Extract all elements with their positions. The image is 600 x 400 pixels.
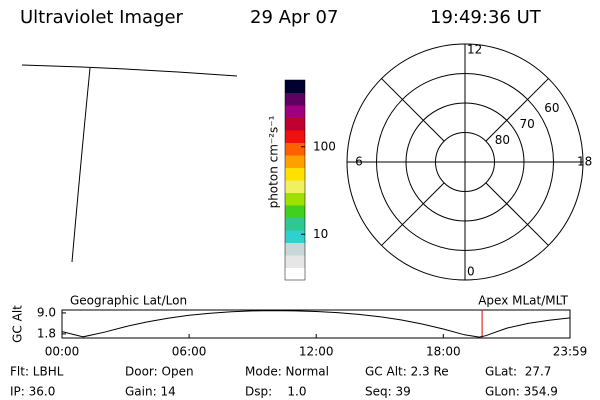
y-tick-label: 1.8	[37, 326, 56, 340]
colorbar-swatch	[285, 230, 305, 243]
polar-diagonal	[485, 182, 549, 246]
status-field: IP: 36.0	[10, 385, 55, 399]
y-tick-label: 9.0	[37, 305, 56, 319]
instrument: Ultraviolet Imager	[20, 7, 184, 28]
lat-label: 80	[495, 133, 510, 147]
colorbar-swatch	[285, 117, 305, 131]
altitude-line	[61, 310, 571, 338]
status-field: GLon: 354.9	[485, 385, 558, 399]
status-field: Gain: 14	[125, 385, 176, 399]
x-tick-label: 18:00	[426, 345, 461, 359]
lat-label: 60	[544, 101, 559, 115]
colorbar-swatch	[285, 167, 305, 181]
status-field: Flt: LBHL	[10, 365, 64, 379]
x-tick-label: 23:59	[553, 345, 588, 359]
colorbar-frame	[284, 79, 306, 281]
colorbar-swatch	[285, 242, 305, 256]
colorbar-swatch	[285, 142, 305, 156]
lat-label: 70	[520, 117, 535, 131]
status-field: Seq: 39	[365, 385, 411, 399]
colorbar-swatch	[285, 192, 305, 206]
x-tick-label: 12:00	[299, 345, 334, 359]
status-field: GLat: 27.7	[485, 365, 551, 379]
colorbar-swatch	[285, 255, 305, 268]
date: 29 Apr 07	[250, 7, 338, 28]
colorbar-swatch	[285, 180, 305, 193]
plot-left-label: Geographic Lat/Lon	[70, 294, 187, 308]
colorbar-swatch	[285, 80, 305, 93]
colorbar-tick-label: 10	[313, 227, 328, 241]
colorbar-label: photon cm⁻²s⁻¹	[267, 115, 281, 208]
polar-diagonal	[381, 182, 445, 246]
colorbar-swatch	[285, 155, 305, 168]
grid-line-lon	[71, 67, 91, 263]
status-field: GC Alt: 2.3 Re	[365, 365, 449, 379]
colorbar-swatch	[285, 92, 305, 106]
time: 19:49:36 UT	[430, 7, 542, 28]
plot-right-label: Apex MLat/MLT	[478, 294, 568, 308]
polar-diagonal	[485, 78, 549, 142]
colorbar-swatch	[285, 267, 305, 281]
x-tick-label: 06:00	[172, 345, 207, 359]
plot-ylabel: GC Alt	[11, 305, 25, 343]
status-field: Mode: Normal	[245, 365, 329, 379]
colorbar-swatch	[285, 105, 305, 118]
colorbar-tick-label: 100	[313, 139, 336, 153]
x-tick-label: 00:00	[45, 345, 80, 359]
mlt-label: 18	[577, 155, 592, 169]
mlt-label: 6	[355, 155, 363, 169]
colorbar-swatch	[285, 130, 305, 143]
mlt-label: 0	[467, 265, 475, 279]
status-field: Dsp: 1.0	[245, 385, 307, 399]
mlt-label: 12	[467, 43, 482, 57]
polar-diagonal	[381, 78, 445, 142]
colorbar-swatch	[285, 205, 305, 218]
status-field: Door: Open	[125, 365, 194, 379]
grid-line-lat	[21, 64, 238, 77]
colorbar-swatch	[285, 217, 305, 231]
